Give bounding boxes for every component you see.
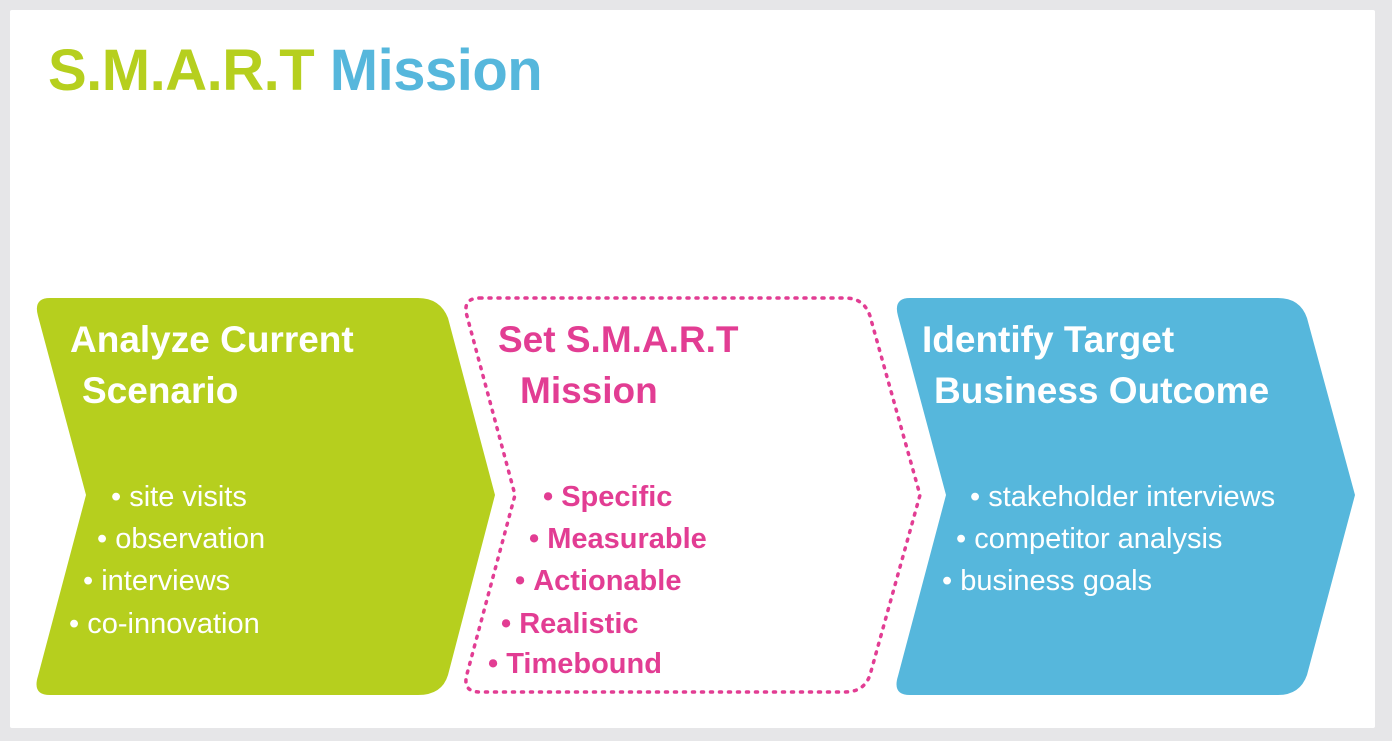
step-set-mission-heading-line1: Set S.M.A.R.T [498,319,739,360]
list-item: Timebound [488,643,662,685]
list-item: co-innovation [69,603,260,645]
title-part-smart: S.M.A.R.T [48,38,315,103]
step-analyze-heading: Analyze Current Scenario [70,314,354,416]
list-item: Realistic [501,603,638,645]
step-analyze-heading-line1: Analyze Current [70,319,354,360]
list-item: interviews [83,560,230,602]
list-item: site visits [111,476,247,518]
list-item: competitor analysis [956,518,1222,560]
list-item: observation [97,518,265,560]
step-identify-heading: Identify Target Business Outcome [922,314,1269,416]
step-identify-heading-line2: Business Outcome [934,370,1270,411]
list-item: stakeholder interviews [970,476,1275,518]
list-item: business goals [942,560,1152,602]
list-item: Measurable [529,518,707,560]
page-title: S.M.A.R.T Mission [48,42,543,100]
step-analyze-heading-line2: Scenario [82,370,239,411]
step-set-mission-heading: Set S.M.A.R.T Mission [498,314,739,416]
list-item: Actionable [515,560,681,602]
step-set-mission-heading-line2: Mission [520,370,658,411]
step-identify-heading-line1: Identify Target [922,319,1175,360]
chevron-set-mission [464,296,922,694]
title-part-mission: Mission [329,38,543,103]
list-item: Specific [543,476,672,518]
